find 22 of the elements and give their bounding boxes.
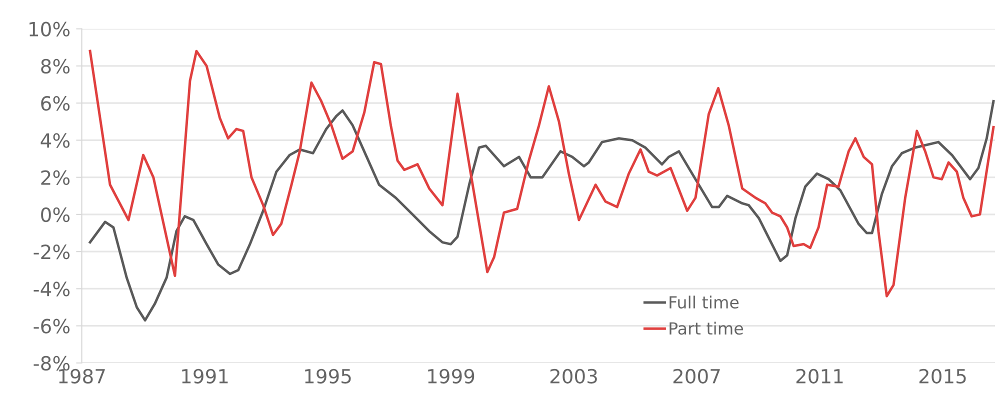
- x-tick-label: 1987: [59, 368, 105, 384]
- legend-label: Part time: [670, 322, 744, 335]
- y-tick-label: -4%: [34, 282, 70, 296]
- y-tick-label: 2%: [41, 170, 70, 185]
- y-tick-label: -6%: [34, 318, 70, 334]
- x-tick-label: 2011: [796, 368, 843, 384]
- y-tick-label: 10%: [30, 22, 70, 36]
- y-tick-label: 0%: [41, 207, 70, 222]
- x-tick-label: 1995: [305, 368, 351, 384]
- line-series: [88, 50, 995, 298]
- x-tick-label: 2015: [919, 368, 966, 384]
- legend-label: Full time: [670, 296, 739, 309]
- y-tick-label: -2%: [34, 244, 70, 260]
- x-tick-label: 2007: [673, 368, 720, 384]
- x-tick-label: 1991: [182, 368, 228, 384]
- y-tick-label: -8%: [34, 356, 70, 371]
- x-tick-label: 1999: [428, 368, 474, 384]
- line-series: [88, 100, 995, 322]
- y-tick-label: 6%: [41, 96, 70, 111]
- x-tick-label: 2003: [550, 368, 597, 384]
- y-tick-label: 4%: [40, 133, 70, 148]
- y-tick-label: 8%: [41, 58, 70, 74]
